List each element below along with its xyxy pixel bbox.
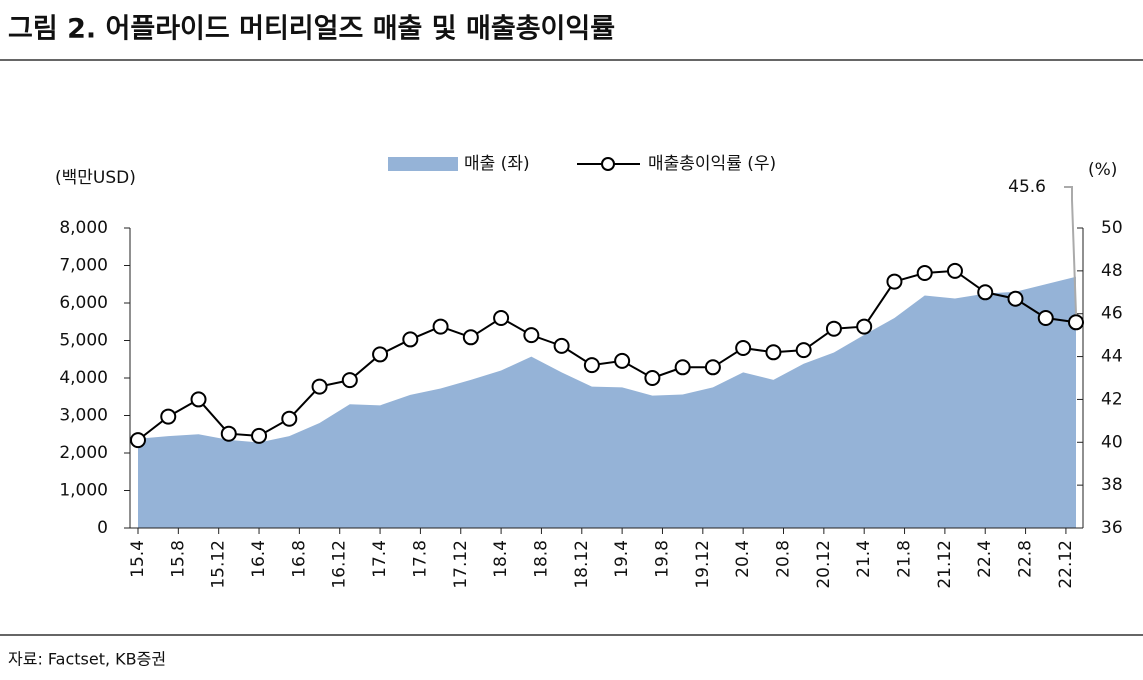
y2-tick-label: 42 <box>1101 389 1123 409</box>
x-tick-label: 22.4 <box>975 540 995 578</box>
margin-marker <box>493 310 510 326</box>
margin-marker <box>765 344 782 361</box>
margin-marker <box>1037 310 1054 326</box>
y2-tick-label: 44 <box>1101 347 1123 367</box>
y2-tick-label: 40 <box>1101 432 1123 452</box>
margin-marker <box>281 410 298 427</box>
x-tick-label: 21.8 <box>895 540 915 578</box>
legend-label: 매출총이익률 (우) <box>648 154 776 174</box>
margin-marker <box>130 432 146 449</box>
margin-marker <box>735 340 752 356</box>
revenue-area <box>138 276 1076 528</box>
margin-marker <box>402 331 419 348</box>
margin-marker <box>674 359 691 376</box>
y2-tick-label: 38 <box>1101 475 1123 495</box>
x-tick-label: 22.8 <box>1016 540 1036 578</box>
margin-marker <box>583 357 600 374</box>
x-tick-label: 16.4 <box>249 540 269 578</box>
margin-marker <box>916 265 933 281</box>
margin-marker <box>1068 314 1084 331</box>
x-tick-label: 20.12 <box>814 540 834 589</box>
margin-marker <box>644 370 661 386</box>
margin-marker <box>1007 290 1024 307</box>
margin-marker <box>825 320 842 337</box>
x-tick-label: 19.8 <box>652 540 672 578</box>
margin-marker <box>160 408 177 425</box>
legend-label: 매출 (좌) <box>464 154 530 174</box>
y2-tick-label: 50 <box>1101 218 1123 238</box>
y-tick-label: 3,000 <box>59 406 108 426</box>
y2-tick-label: 36 <box>1101 518 1123 538</box>
annotation-leader <box>1064 186 1077 315</box>
margin-marker <box>886 273 903 290</box>
legend-swatch <box>388 157 458 171</box>
x-tick-label: 18.12 <box>572 540 592 589</box>
y-tick-label: 0 <box>97 518 108 538</box>
x-tick-label: 19.4 <box>612 540 632 578</box>
y-tick-label: 8,000 <box>59 218 108 238</box>
annotation: 45.6 <box>1008 177 1046 197</box>
x-tick-label: 18.8 <box>531 540 551 578</box>
y2-tick-label: 46 <box>1101 304 1123 324</box>
x-tick-label: 16.8 <box>289 540 309 578</box>
y-tick-label: 2,000 <box>59 443 108 463</box>
x-tick-label: 15.12 <box>209 540 229 589</box>
y2-axis-label: (%) <box>1088 160 1117 180</box>
margin-marker <box>220 425 237 442</box>
x-tick-label: 15.8 <box>168 540 188 578</box>
margin-marker <box>614 352 631 369</box>
margin-marker <box>795 342 812 359</box>
x-tick-label: 20.4 <box>733 540 753 578</box>
x-tick-label: 17.12 <box>451 540 471 589</box>
x-tick-label: 17.8 <box>410 540 430 578</box>
x-tick-label: 16.12 <box>330 540 350 589</box>
x-tick-label: 19.12 <box>693 540 713 589</box>
margin-marker <box>523 327 540 344</box>
legend-marker <box>601 157 615 171</box>
margin-marker <box>553 337 570 354</box>
y-tick-label: 5,000 <box>59 331 108 351</box>
x-tick-label: 21.4 <box>854 540 874 578</box>
margin-marker <box>190 391 207 408</box>
source: 자료: Factset, KB증권 <box>8 650 166 669</box>
x-tick-label: 22.12 <box>1056 540 1076 589</box>
y-tick-label: 4,000 <box>59 368 108 388</box>
chart-title: 그림 2. 어플라이드 머티리얼즈 매출 및 매출총이익률 <box>8 14 615 45</box>
margin-marker <box>251 427 268 444</box>
x-tick-label: 15.4 <box>128 540 148 578</box>
margin-marker <box>462 329 479 346</box>
margin-marker <box>372 346 389 363</box>
y-tick-label: 7,000 <box>59 256 108 276</box>
x-tick-label: 17.4 <box>370 540 390 578</box>
margin-marker <box>704 359 721 376</box>
margin-marker <box>856 318 873 335</box>
margin-marker <box>311 378 328 395</box>
x-tick-label: 18.4 <box>491 540 511 578</box>
margin-marker <box>946 262 963 279</box>
y-axis-label: (백만USD) <box>55 168 136 188</box>
x-tick-label: 21.12 <box>935 540 955 589</box>
x-tick-label: 20.8 <box>774 540 794 578</box>
margin-marker <box>977 284 994 301</box>
y2-tick-label: 48 <box>1101 261 1123 281</box>
margin-marker <box>341 372 358 389</box>
y-tick-label: 6,000 <box>59 293 108 313</box>
y-tick-label: 1,000 <box>59 481 108 501</box>
margin-marker <box>432 318 449 335</box>
